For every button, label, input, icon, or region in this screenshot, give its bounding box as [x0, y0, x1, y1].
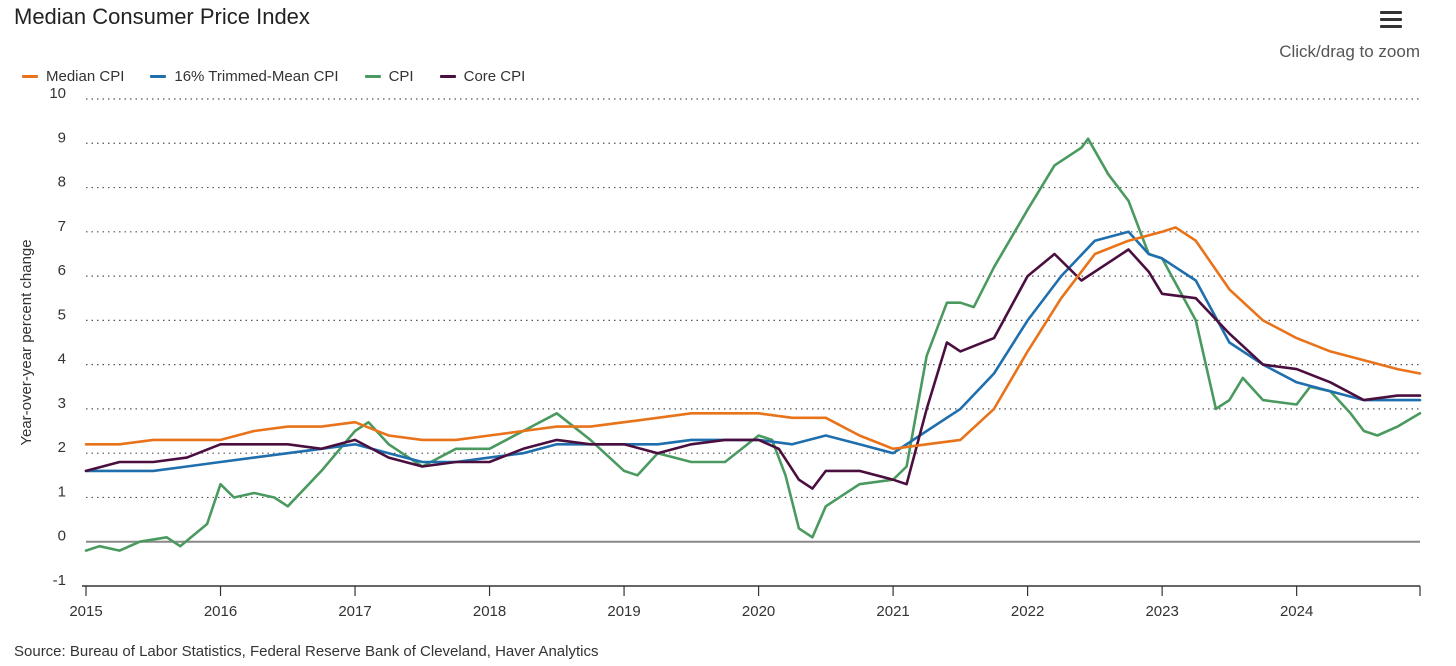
chart-plot-area[interactable]: -1 0 1 2 3 4 5 6 7 8 9 10 2015 2016 2017 2018 2019 2020 20…: [0, 0, 1456, 640]
zoom-hint: Click/drag to zoom: [1279, 42, 1420, 61]
legend-label-core-cpi: Core CPI: [463, 68, 526, 85]
y-axis-label: Year-over-year percent change: [18, 239, 35, 445]
legend-swatch-trimmed-mean-cpi: [150, 75, 167, 78]
legend-label-median-cpi: Median CPI: [46, 68, 125, 85]
legend-item-core-cpi[interactable]: Core CPI: [439, 68, 526, 85]
series-line-16-trimmed-mean-cpi: [84, 230, 1422, 473]
x-tick-label: 2021: [876, 603, 909, 620]
x-tick-label: 2022: [1011, 603, 1044, 620]
x-tick-label: 2019: [607, 603, 640, 620]
series-line-median-cpi: [84, 226, 1422, 451]
y-tick-label: 9: [58, 129, 66, 146]
legend-item-trimmed-mean-cpi[interactable]: 16% Trimmed-Mean CPI: [150, 68, 339, 85]
chart-title: Median Consumer Price Index: [14, 4, 310, 29]
y-tick-label: 5: [58, 306, 66, 323]
y-tick-label: 10: [49, 85, 66, 102]
legend-label-cpi: CPI: [388, 68, 414, 85]
x-tick-label: 2017: [338, 603, 371, 620]
hamburger-menu-icon[interactable]: [1376, 6, 1406, 32]
y-tick-label: 8: [58, 174, 66, 191]
y-tick-label: 4: [58, 351, 66, 368]
series-line-core-cpi: [84, 248, 1422, 490]
x-tick-label: 2016: [204, 603, 237, 620]
x-tick-label: 2020: [742, 603, 775, 620]
y-tick-label: 0: [58, 528, 66, 545]
legend-swatch-cpi: [364, 75, 381, 78]
y-tick-label: 1: [58, 483, 66, 500]
x-tick-label: 2023: [1145, 603, 1178, 620]
legend-swatch-median-cpi: [22, 75, 38, 78]
legend-label-trimmed-mean-cpi: 16% Trimmed-Mean CPI: [174, 68, 339, 85]
y-tick-label: 2: [58, 439, 66, 456]
series-line-cpi: [84, 137, 1422, 552]
x-tick-label: 2018: [473, 603, 506, 620]
legend-item-cpi[interactable]: CPI: [364, 68, 414, 85]
y-tick-label: 6: [58, 262, 66, 279]
x-tick-label: 2015: [69, 603, 102, 620]
chart-legend: Median CPI 16% Trimmed-Mean CPI CPI Core…: [22, 68, 525, 85]
y-tick-label: 7: [58, 218, 66, 235]
y-tick-label: 3: [58, 395, 66, 412]
source-note: Source: Bureau of Labor Statistics, Fede…: [14, 643, 599, 660]
x-tick-label: 2024: [1280, 603, 1313, 620]
legend-item-median-cpi[interactable]: Median CPI: [22, 68, 124, 85]
y-tick-label: -1: [53, 572, 66, 589]
legend-swatch-core-cpi: [439, 75, 456, 78]
